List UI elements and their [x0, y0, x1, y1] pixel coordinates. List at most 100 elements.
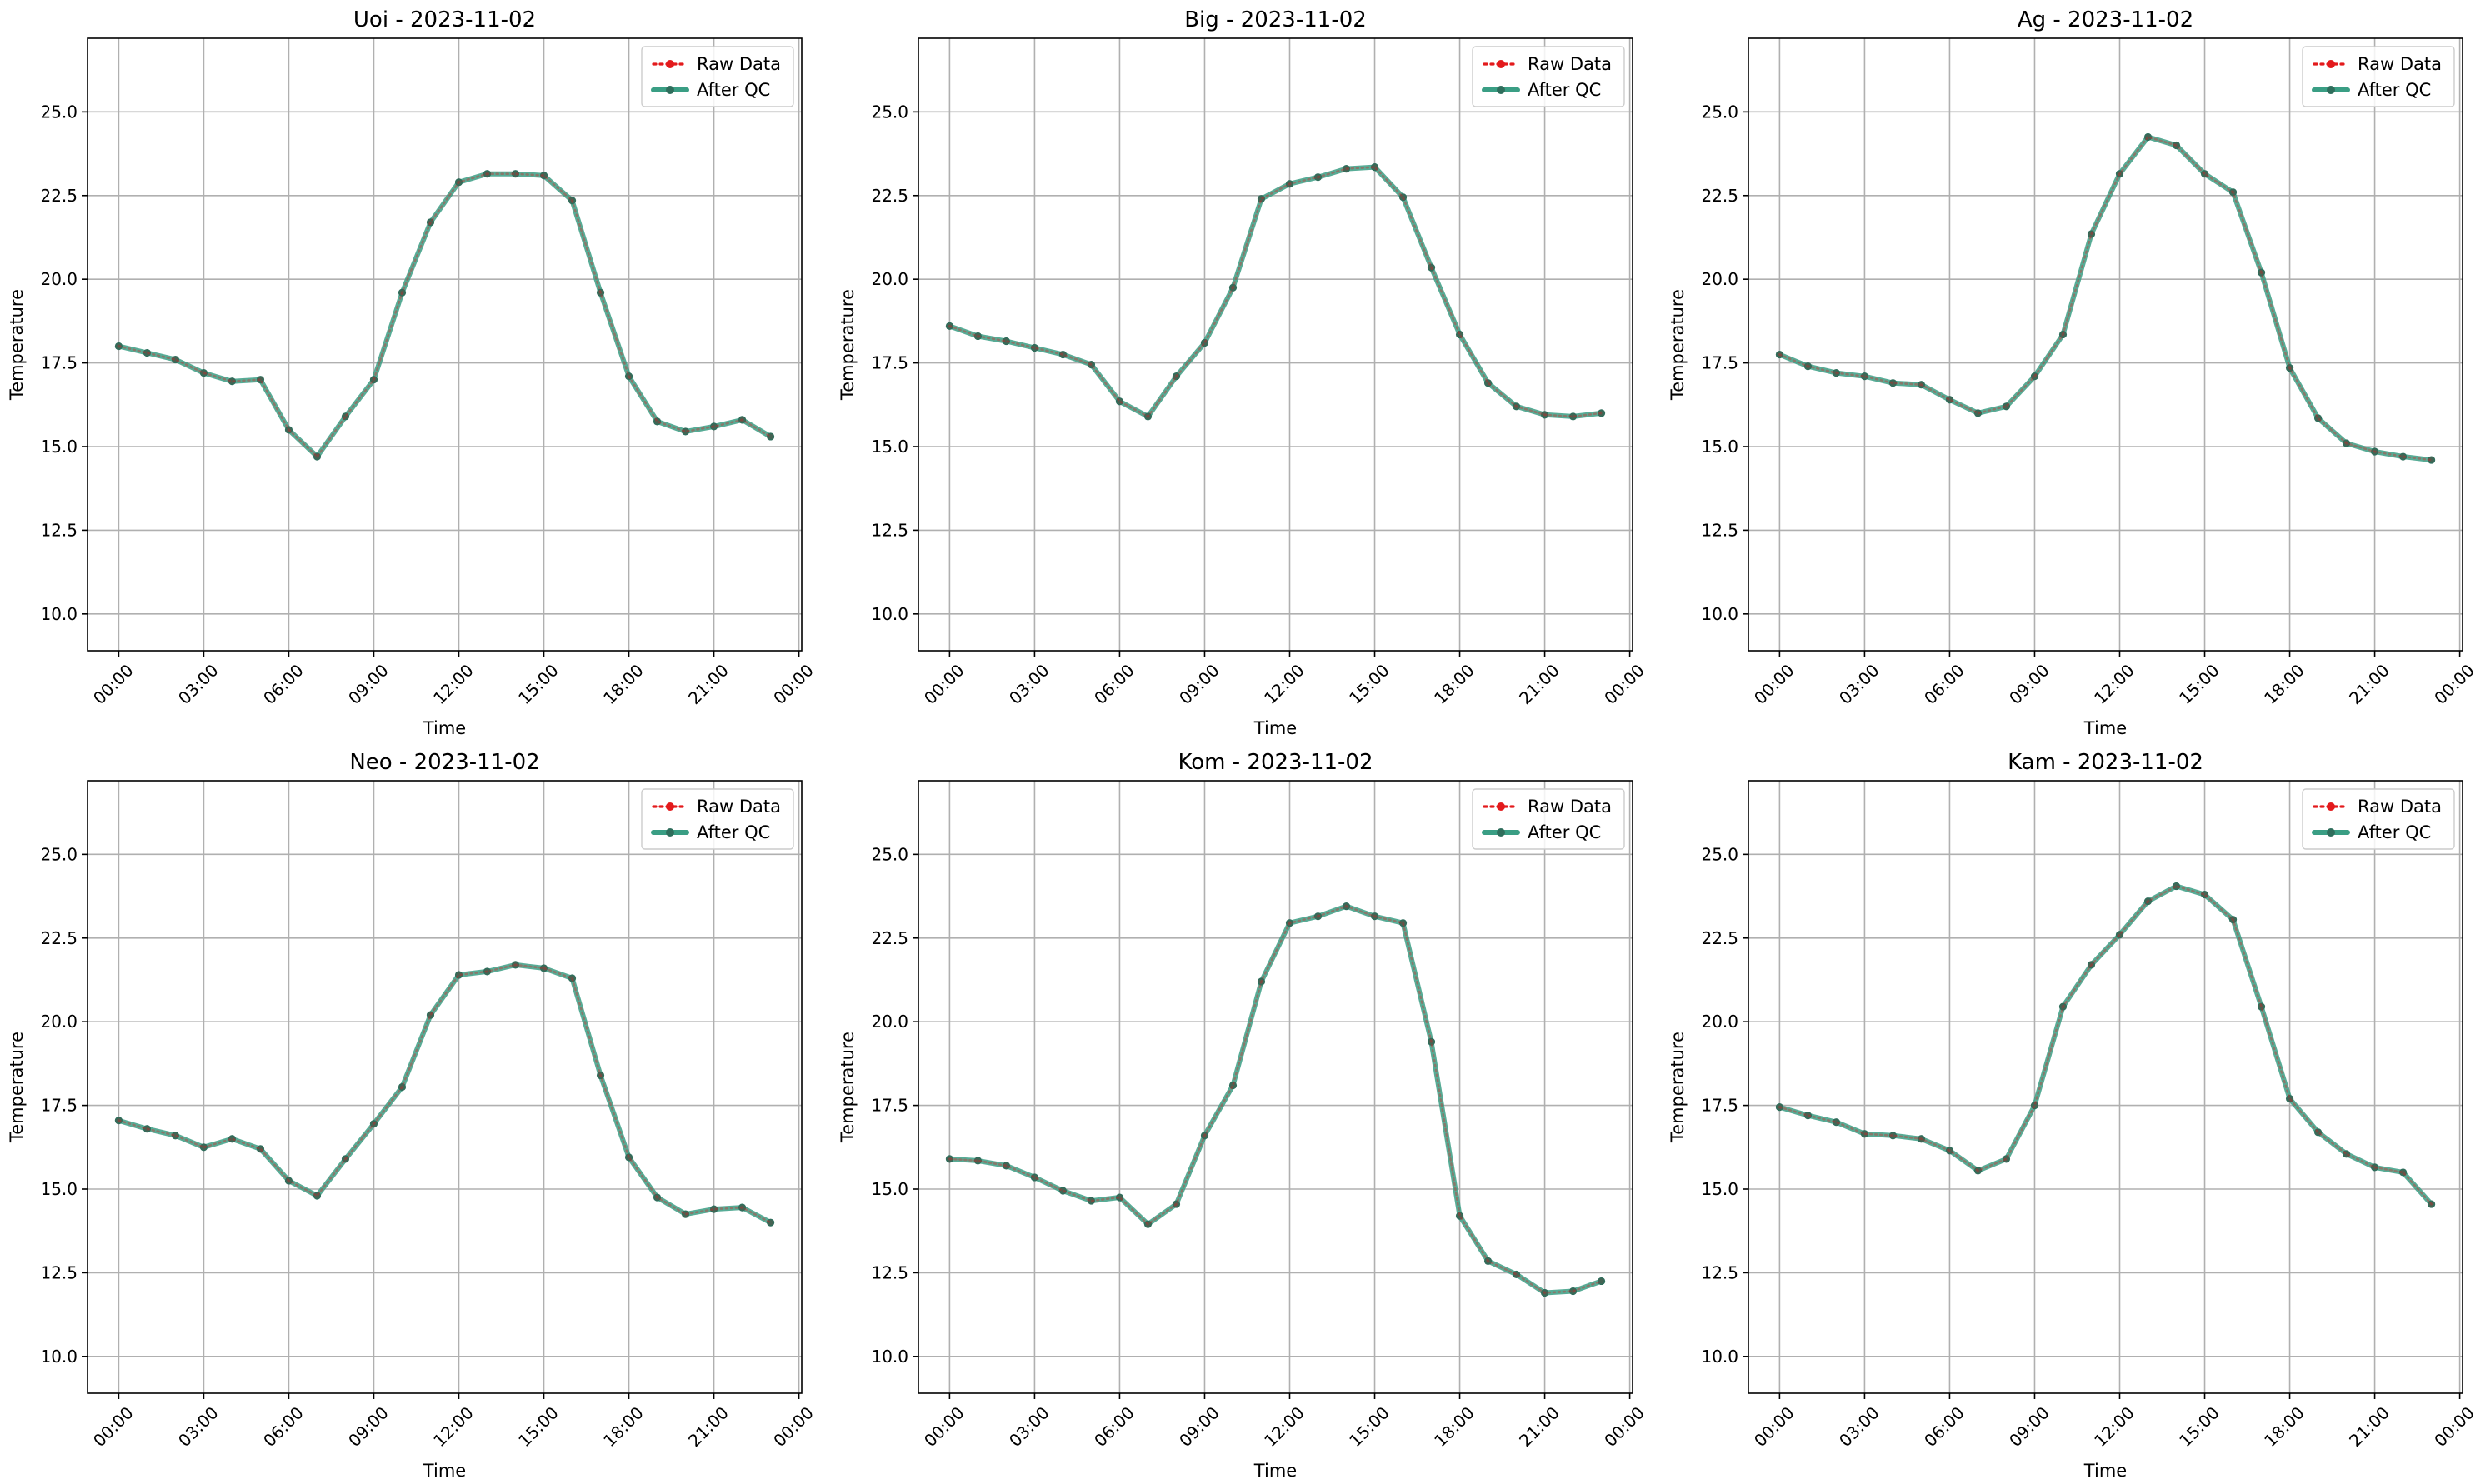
legend: Raw Data After QC — [2302, 46, 2455, 107]
raw-data-point — [229, 378, 235, 384]
legend-raw-label: Raw Data — [697, 797, 781, 817]
raw-data-point — [116, 1117, 122, 1123]
after-qc-point — [624, 1153, 633, 1162]
raw-data-point — [428, 1012, 433, 1018]
legend: Raw Data After QC — [2302, 788, 2455, 850]
after-qc-point — [2143, 897, 2153, 906]
after-qc-point — [2200, 170, 2209, 178]
after-qc-point — [1945, 396, 1954, 404]
after-qc-point — [454, 971, 463, 979]
raw-data-point — [1805, 1112, 1811, 1118]
after-qc-point — [1483, 1257, 1493, 1265]
after-qc-point — [1257, 977, 1266, 986]
after-qc-line — [1777, 134, 2434, 463]
x-tick-label: 21:00 — [1515, 660, 1563, 708]
raw-data-point — [2173, 883, 2179, 889]
after-qc-point — [2172, 882, 2181, 891]
y-tick-label: 20.0 — [1701, 1012, 1738, 1032]
legend-raw-label: Raw Data — [2358, 797, 2442, 817]
raw-data-point — [2032, 1102, 2038, 1108]
raw-data-point — [1117, 1194, 1123, 1201]
y-tick-label: 12.5 — [871, 1262, 908, 1282]
raw-data-point — [229, 1136, 235, 1142]
y-tick-label: 20.0 — [1701, 269, 1738, 289]
raw-data-point — [598, 290, 603, 296]
after-qc-point — [738, 1203, 747, 1212]
raw-data-point — [2428, 457, 2434, 463]
raw-data-point — [1032, 1174, 1038, 1181]
after-qc-point — [2342, 1150, 2351, 1158]
after-qc-point — [2143, 132, 2153, 142]
x-axis-label: Time — [1253, 1461, 1297, 1481]
grid — [88, 781, 802, 1393]
x-tick-label: 00:00 — [1600, 1402, 1648, 1451]
after-qc-point — [454, 178, 463, 187]
raw-data-point — [1287, 181, 1293, 187]
legend-qc-marker — [666, 86, 674, 94]
raw-data-point — [1315, 174, 1321, 180]
y-tick-label: 17.5 — [1701, 353, 1738, 373]
x-tick-label: 12:00 — [429, 660, 478, 708]
y-tick-label: 17.5 — [871, 1096, 908, 1116]
raw-data-point — [1343, 166, 1349, 172]
after-qc-point — [1398, 919, 1408, 927]
after-qc-point — [1087, 360, 1096, 369]
after-qc-point — [1597, 1277, 1606, 1286]
raw-data-point — [598, 1072, 603, 1078]
after-qc-point — [1200, 1132, 1209, 1140]
raw-data-point — [1428, 264, 1434, 271]
raw-data-point — [1060, 352, 1066, 357]
series-raw-data — [1777, 134, 2434, 463]
y-tick-label: 15.0 — [1701, 1179, 1738, 1199]
x-tick-label: 06:00 — [259, 1402, 308, 1451]
y-axis-label: Temperature — [838, 289, 858, 401]
raw-data-point — [1372, 164, 1378, 170]
after-qc-point — [539, 172, 548, 180]
x-axis-label: Time — [423, 718, 466, 738]
raw-data-point — [456, 179, 462, 185]
after-qc-point — [1427, 263, 1436, 272]
x-tick-label: 06:00 — [1920, 1402, 1968, 1451]
y-tick-label: 15.0 — [40, 1179, 78, 1199]
after-qc-point — [1030, 343, 1039, 352]
legend-raw-label: Raw Data — [2358, 54, 2442, 74]
raw-data-point — [1400, 920, 1406, 926]
raw-data-point — [739, 1204, 745, 1211]
after-qc-point — [1172, 372, 1181, 381]
after-qc-point — [1370, 163, 1379, 172]
after-qc-point — [2228, 916, 2238, 924]
legend-qc-marker — [2327, 828, 2335, 837]
x-tick-label: 00:00 — [769, 1402, 818, 1451]
series-raw-data — [116, 962, 773, 1226]
legend-qc-label: After QC — [2358, 80, 2431, 100]
raw-data-point — [654, 1194, 660, 1201]
grid — [88, 38, 802, 651]
raw-data-point — [116, 343, 122, 349]
grid — [1748, 781, 2463, 1393]
after-qc-point — [1427, 1037, 1436, 1046]
raw-data-point — [513, 962, 518, 968]
y-axis-label: Temperature — [838, 1032, 858, 1143]
raw-data-point — [1173, 373, 1179, 379]
after-qc-point — [1568, 412, 1578, 421]
grid — [918, 38, 1633, 651]
x-axis-label: Time — [2083, 718, 2127, 738]
x-tick-label: 00:00 — [89, 660, 138, 708]
raw-data-point — [2173, 142, 2179, 148]
raw-data-point — [1513, 403, 1519, 410]
series-raw-data — [947, 903, 1604, 1296]
raw-data-point — [1145, 1221, 1151, 1227]
y-tick-label: 25.0 — [871, 844, 908, 864]
raw-data-point — [1145, 413, 1151, 420]
raw-data-point — [1975, 410, 1981, 417]
x-axis-label: Time — [423, 1461, 466, 1481]
raw-data-point — [343, 413, 348, 420]
raw-data-line — [948, 905, 1603, 1294]
after-qc-point — [1512, 1270, 1521, 1279]
x-tick-label: 09:00 — [1175, 1402, 1223, 1451]
after-qc-point — [143, 1125, 152, 1133]
after-qc-point — [2398, 1168, 2408, 1177]
after-qc-point — [596, 288, 605, 297]
after-qc-point — [2087, 230, 2096, 238]
raw-data-point — [2145, 898, 2151, 904]
